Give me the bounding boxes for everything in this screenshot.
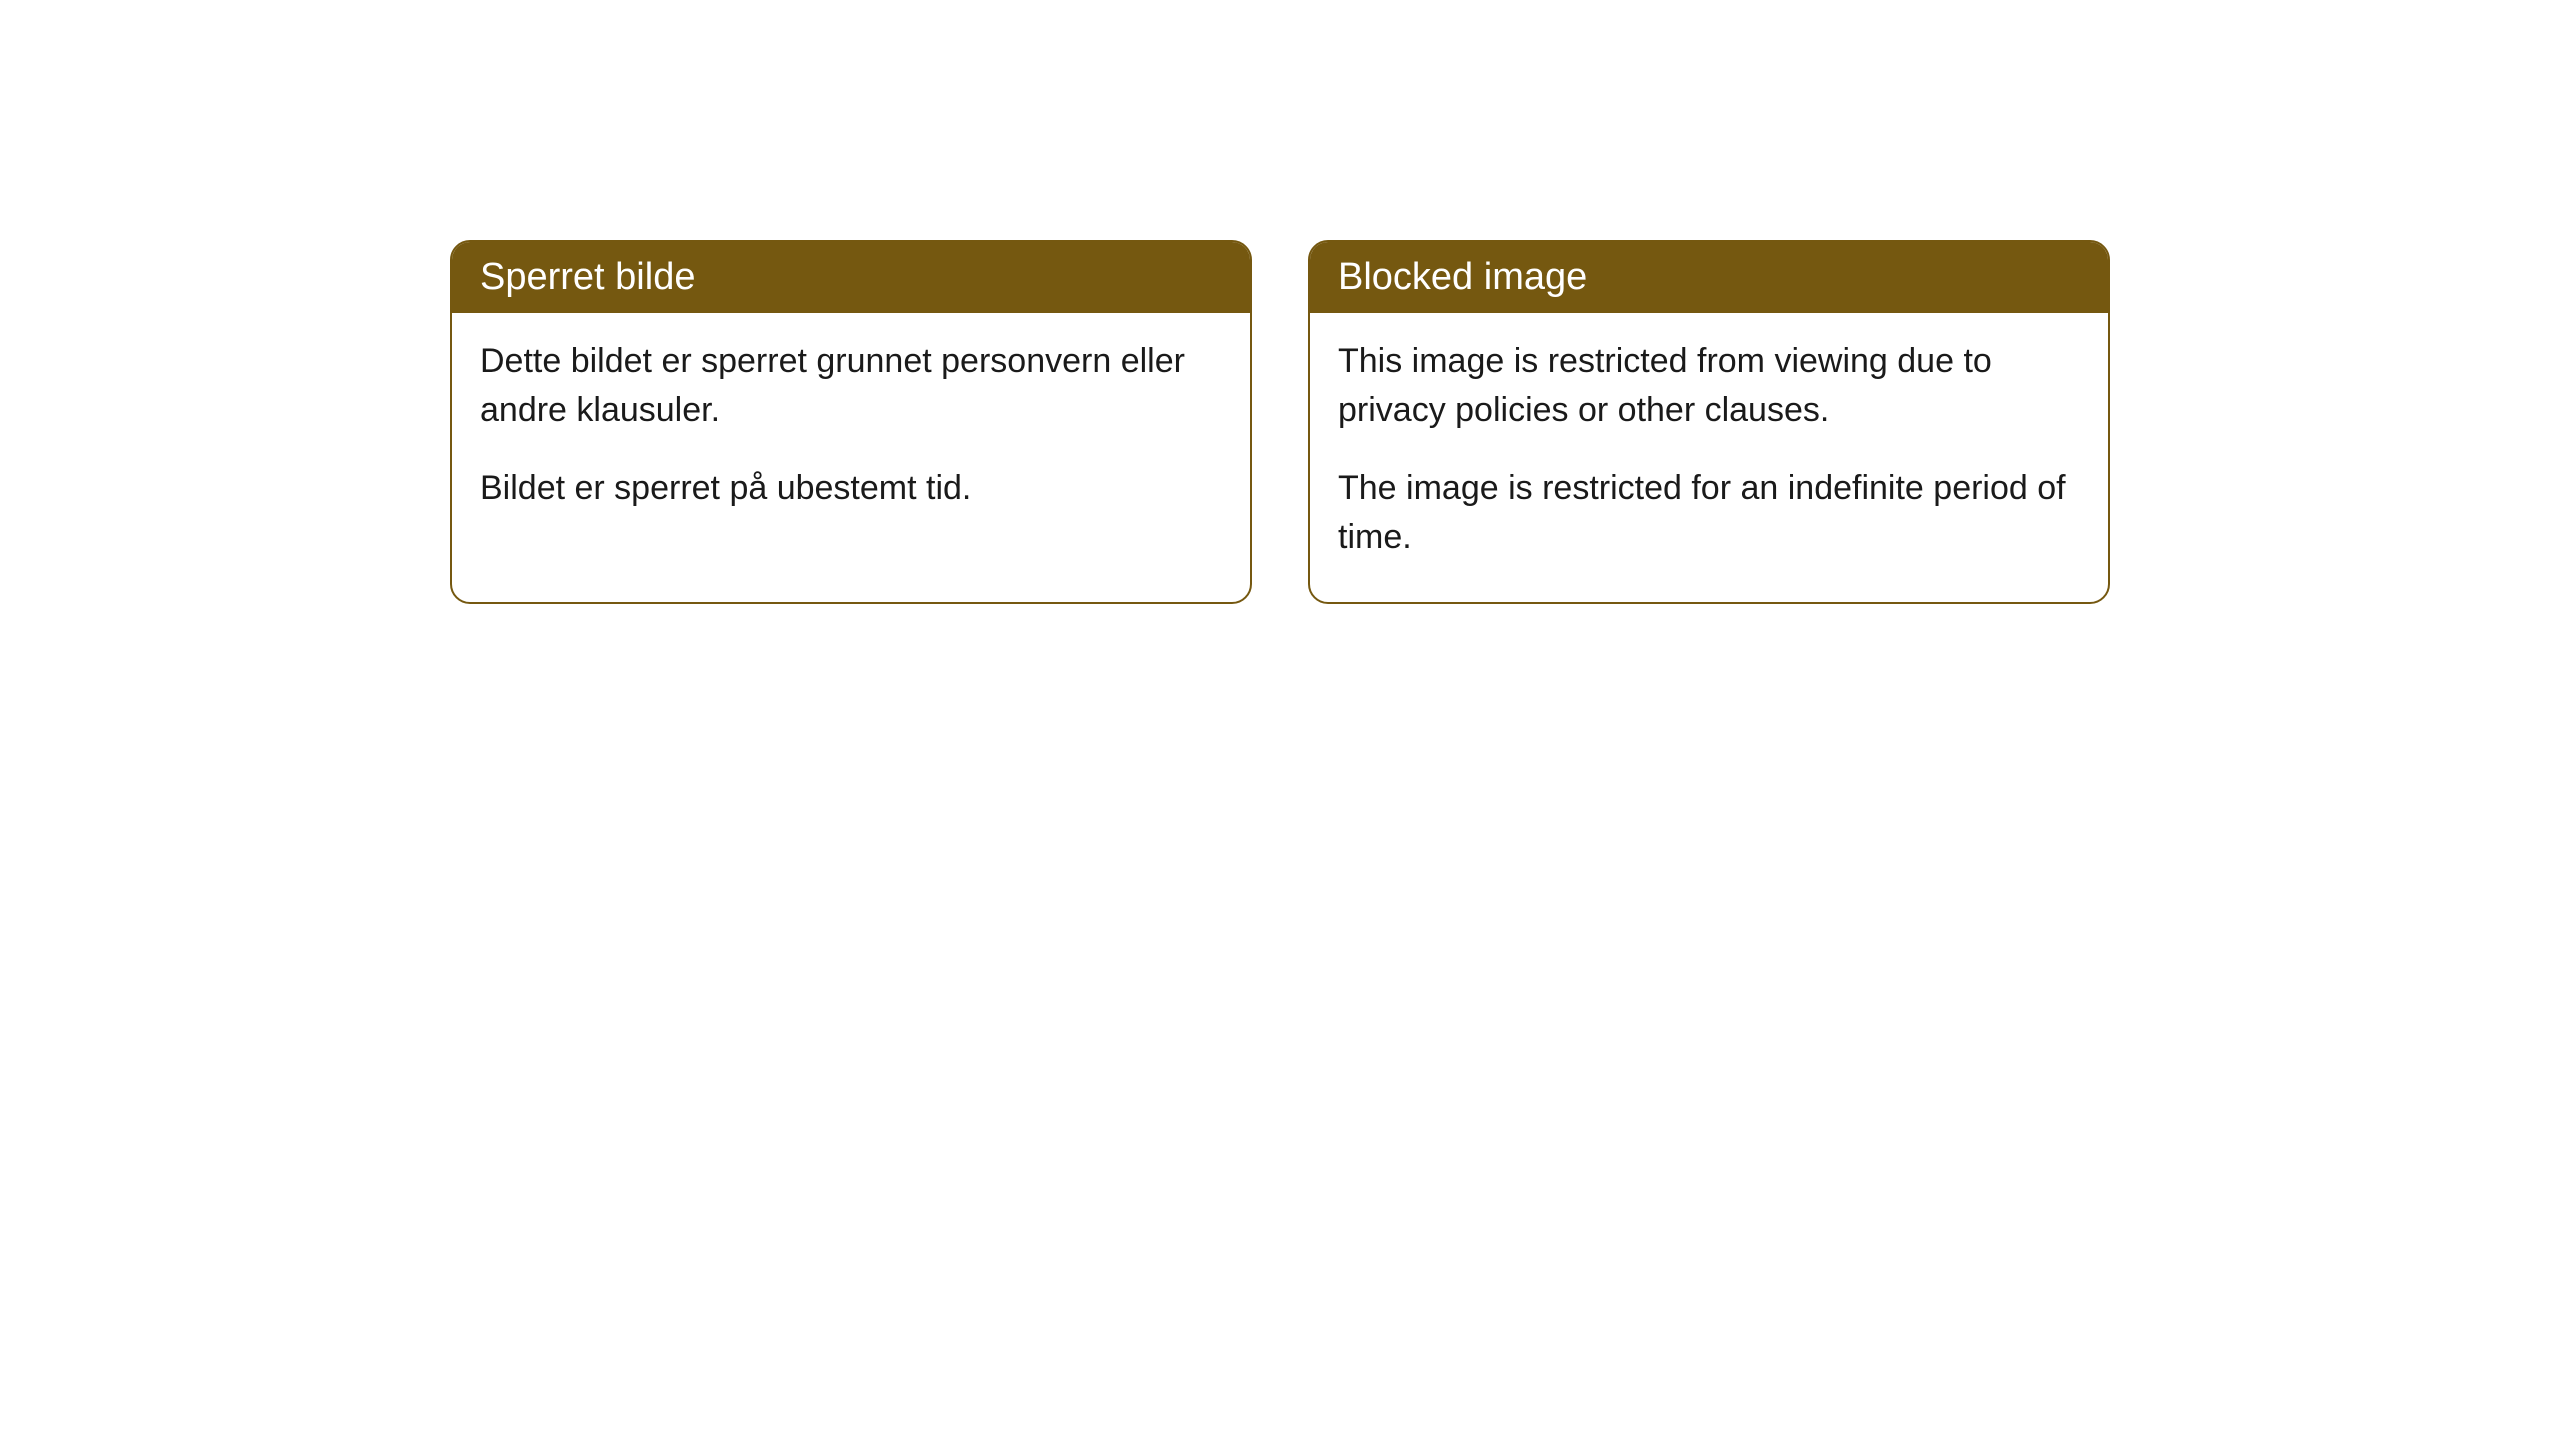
- card-body-en: This image is restricted from viewing du…: [1310, 313, 2108, 602]
- card-paragraph-en-1: This image is restricted from viewing du…: [1338, 337, 2080, 436]
- card-header-en: Blocked image: [1310, 242, 2108, 313]
- card-header-no: Sperret bilde: [452, 242, 1250, 313]
- card-body-no: Dette bildet er sperret grunnet personve…: [452, 313, 1250, 553]
- blocked-image-card-no: Sperret bilde Dette bildet er sperret gr…: [450, 240, 1252, 604]
- cards-container: Sperret bilde Dette bildet er sperret gr…: [450, 240, 2110, 604]
- card-paragraph-no-1: Dette bildet er sperret grunnet personve…: [480, 337, 1222, 436]
- blocked-image-card-en: Blocked image This image is restricted f…: [1308, 240, 2110, 604]
- card-paragraph-no-2: Bildet er sperret på ubestemt tid.: [480, 464, 1222, 513]
- card-paragraph-en-2: The image is restricted for an indefinit…: [1338, 464, 2080, 563]
